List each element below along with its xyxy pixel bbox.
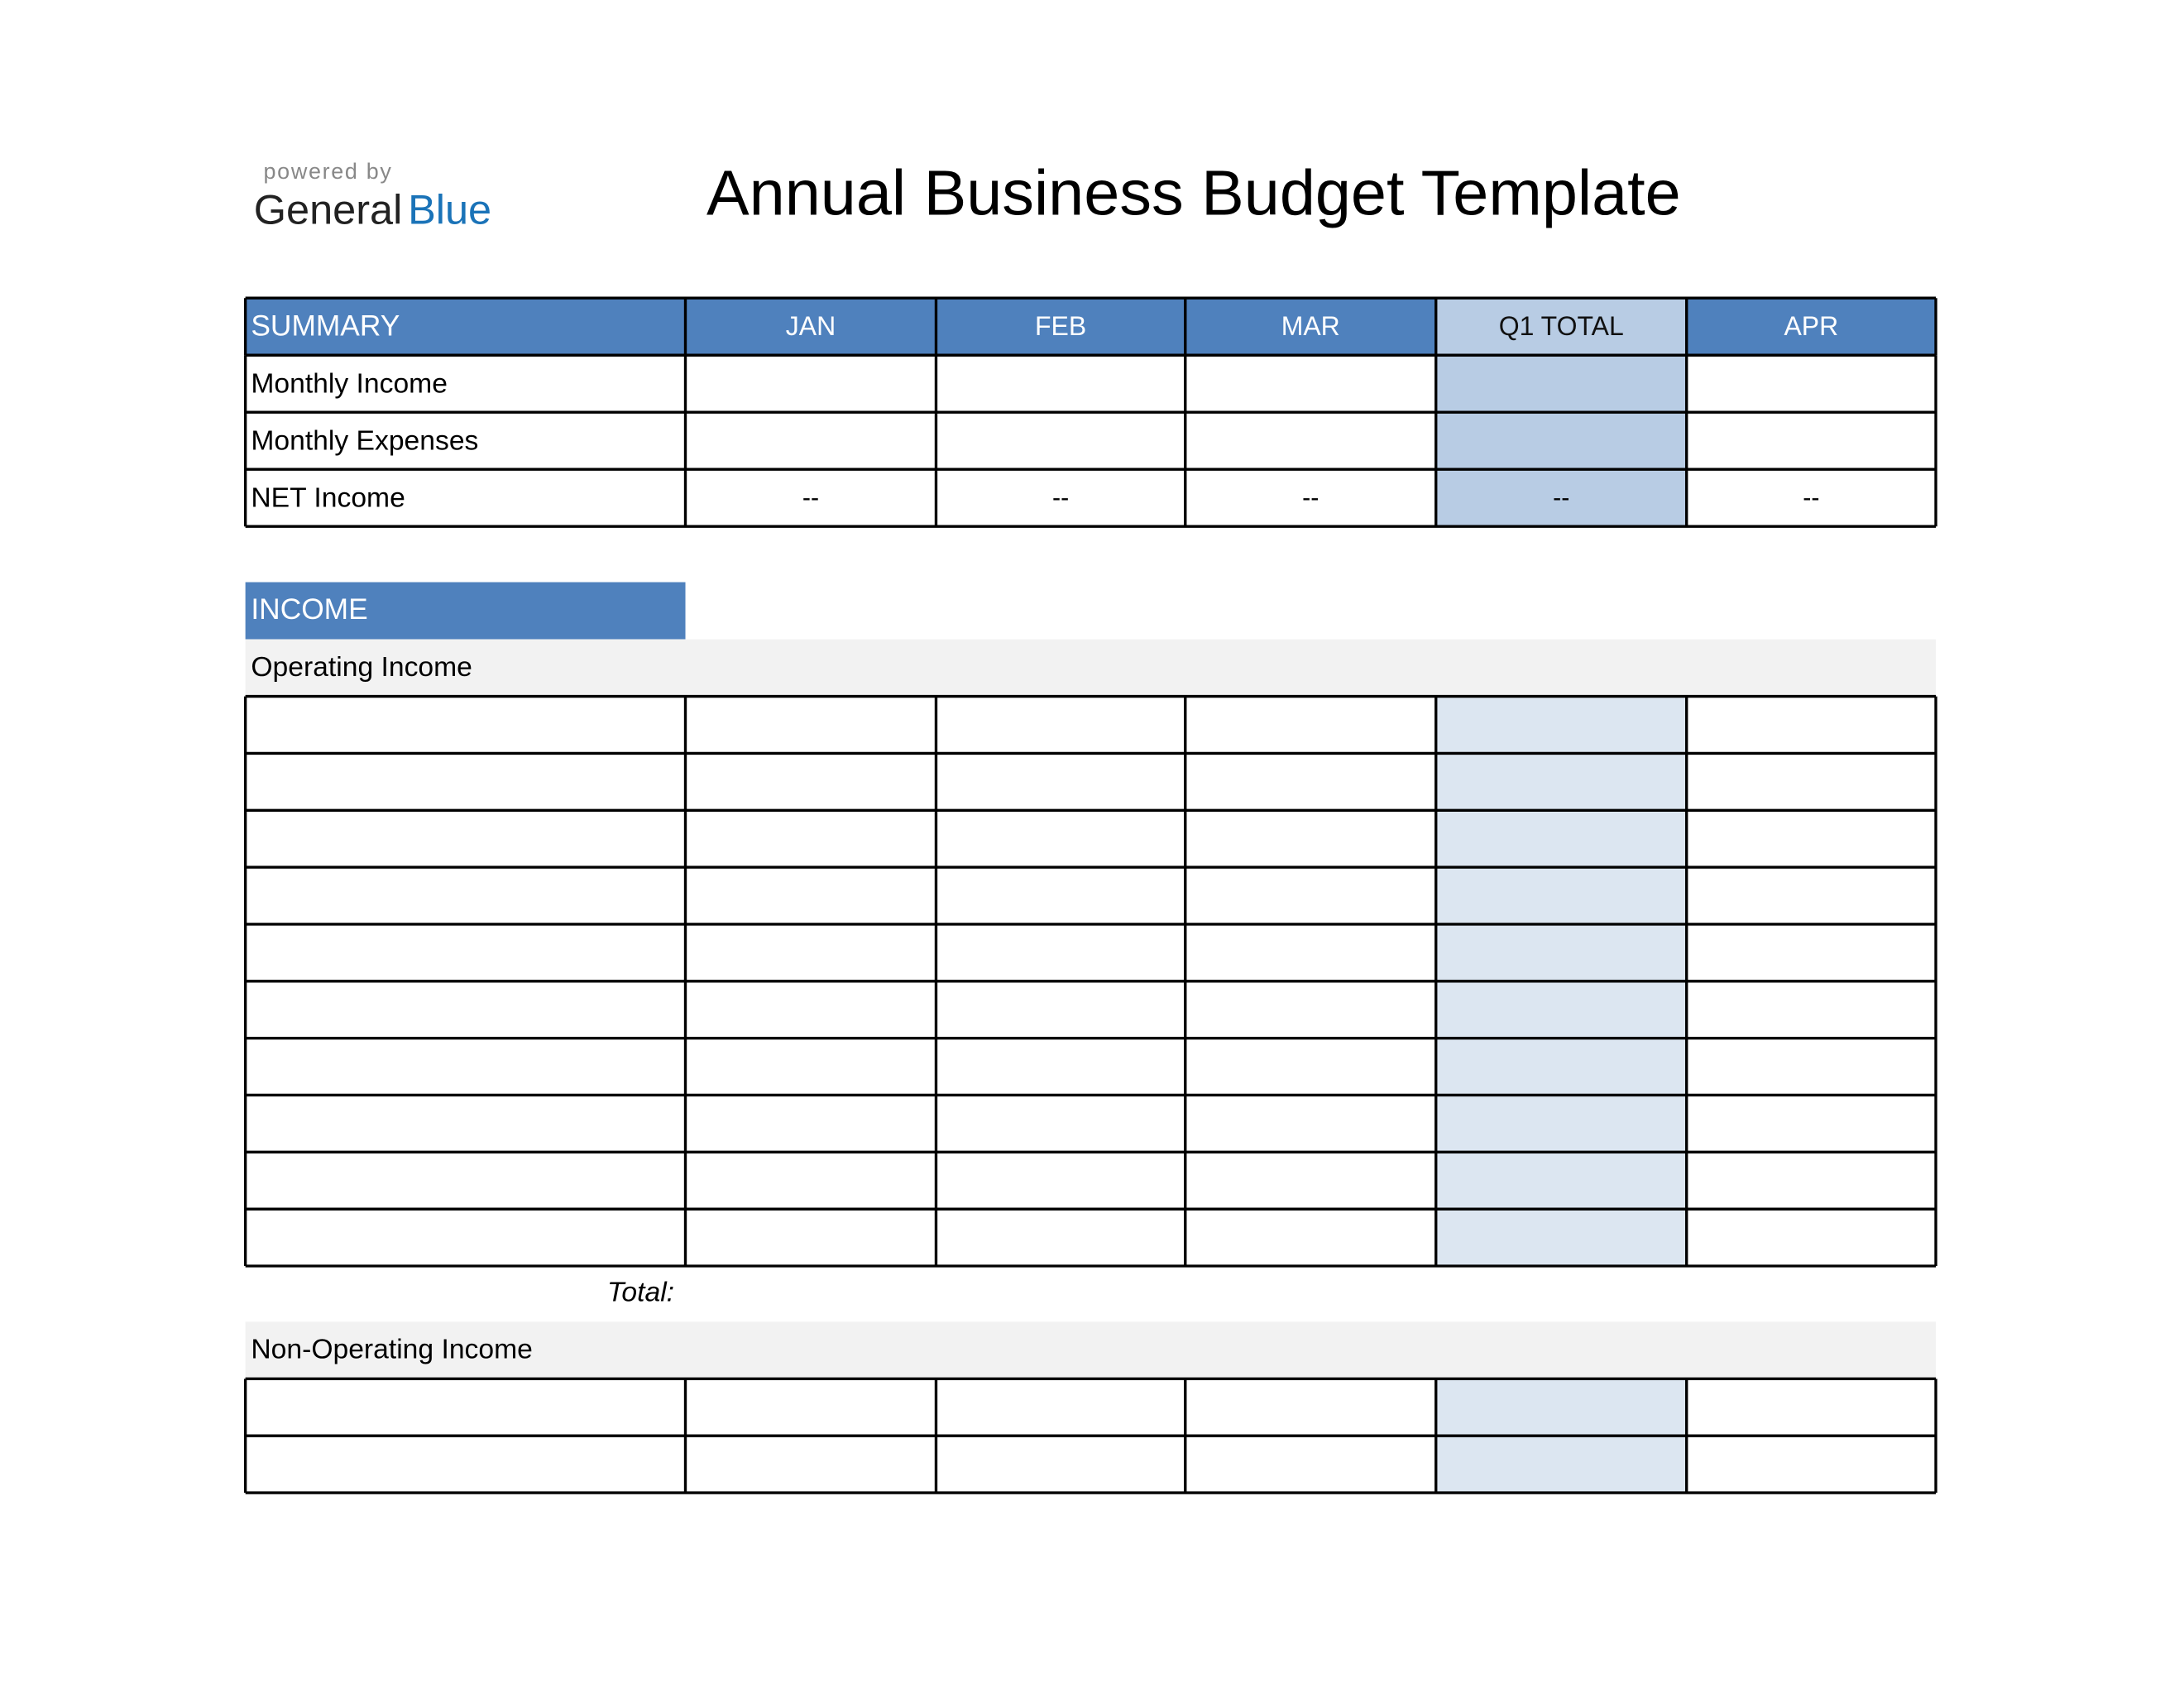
brand: General Blue xyxy=(254,186,491,233)
q1-cell xyxy=(1435,1379,1687,1436)
row-label: Monthly Income xyxy=(251,368,448,399)
column-header: FEB xyxy=(1035,311,1086,341)
subsection-band xyxy=(245,1321,1936,1379)
header-cell xyxy=(685,298,936,356)
subsection-band xyxy=(245,639,1936,697)
q1-cell xyxy=(1435,1095,1687,1153)
column-header: APR xyxy=(1784,311,1838,341)
q1-cell xyxy=(1435,1152,1687,1210)
q1-cell xyxy=(1435,923,1687,981)
section-title: INCOME xyxy=(251,593,367,626)
powered-by: powered by xyxy=(264,159,393,184)
title: Annual Business Budget Template xyxy=(706,157,1681,228)
cell-value: -- xyxy=(802,484,819,511)
header-cell xyxy=(245,298,686,356)
total-label: Total: xyxy=(607,1278,674,1308)
header-cell xyxy=(1185,298,1436,356)
column-header: JAN xyxy=(786,311,836,341)
q1-cell xyxy=(1435,1038,1687,1096)
q1-cell xyxy=(1435,1209,1687,1266)
q1-cell xyxy=(1435,696,1687,754)
cell-value: -- xyxy=(1052,484,1069,511)
q1-cell xyxy=(1435,810,1687,868)
column-header: SUMMARY xyxy=(251,310,400,343)
row-label: Monthly Expenses xyxy=(251,425,478,456)
q1-cell xyxy=(1435,753,1687,811)
q1-cell xyxy=(1435,298,1687,356)
brand-blue: Blue xyxy=(408,186,491,233)
column-header: Q1 TOTAL xyxy=(1499,311,1624,341)
section-header xyxy=(245,582,686,640)
cell-value: -- xyxy=(1803,484,1819,511)
q1-cell xyxy=(1435,1436,1687,1494)
q1-cell xyxy=(1435,867,1687,924)
header-cell xyxy=(1686,298,1936,356)
q1-cell xyxy=(1435,355,1687,413)
subsection-title: Operating Income xyxy=(251,652,472,683)
cell-value: -- xyxy=(1553,484,1569,511)
q1-cell xyxy=(1435,981,1687,1038)
header-cell xyxy=(936,298,1185,356)
row-label: NET Income xyxy=(251,482,405,513)
q1-cell xyxy=(1435,469,1687,527)
brand-dark: General xyxy=(254,186,403,233)
subsection-title: Non-Operating Income xyxy=(251,1335,532,1365)
column-header: MAR xyxy=(1281,311,1340,341)
q1-cell xyxy=(1435,412,1687,470)
cell-value: -- xyxy=(1302,484,1319,511)
